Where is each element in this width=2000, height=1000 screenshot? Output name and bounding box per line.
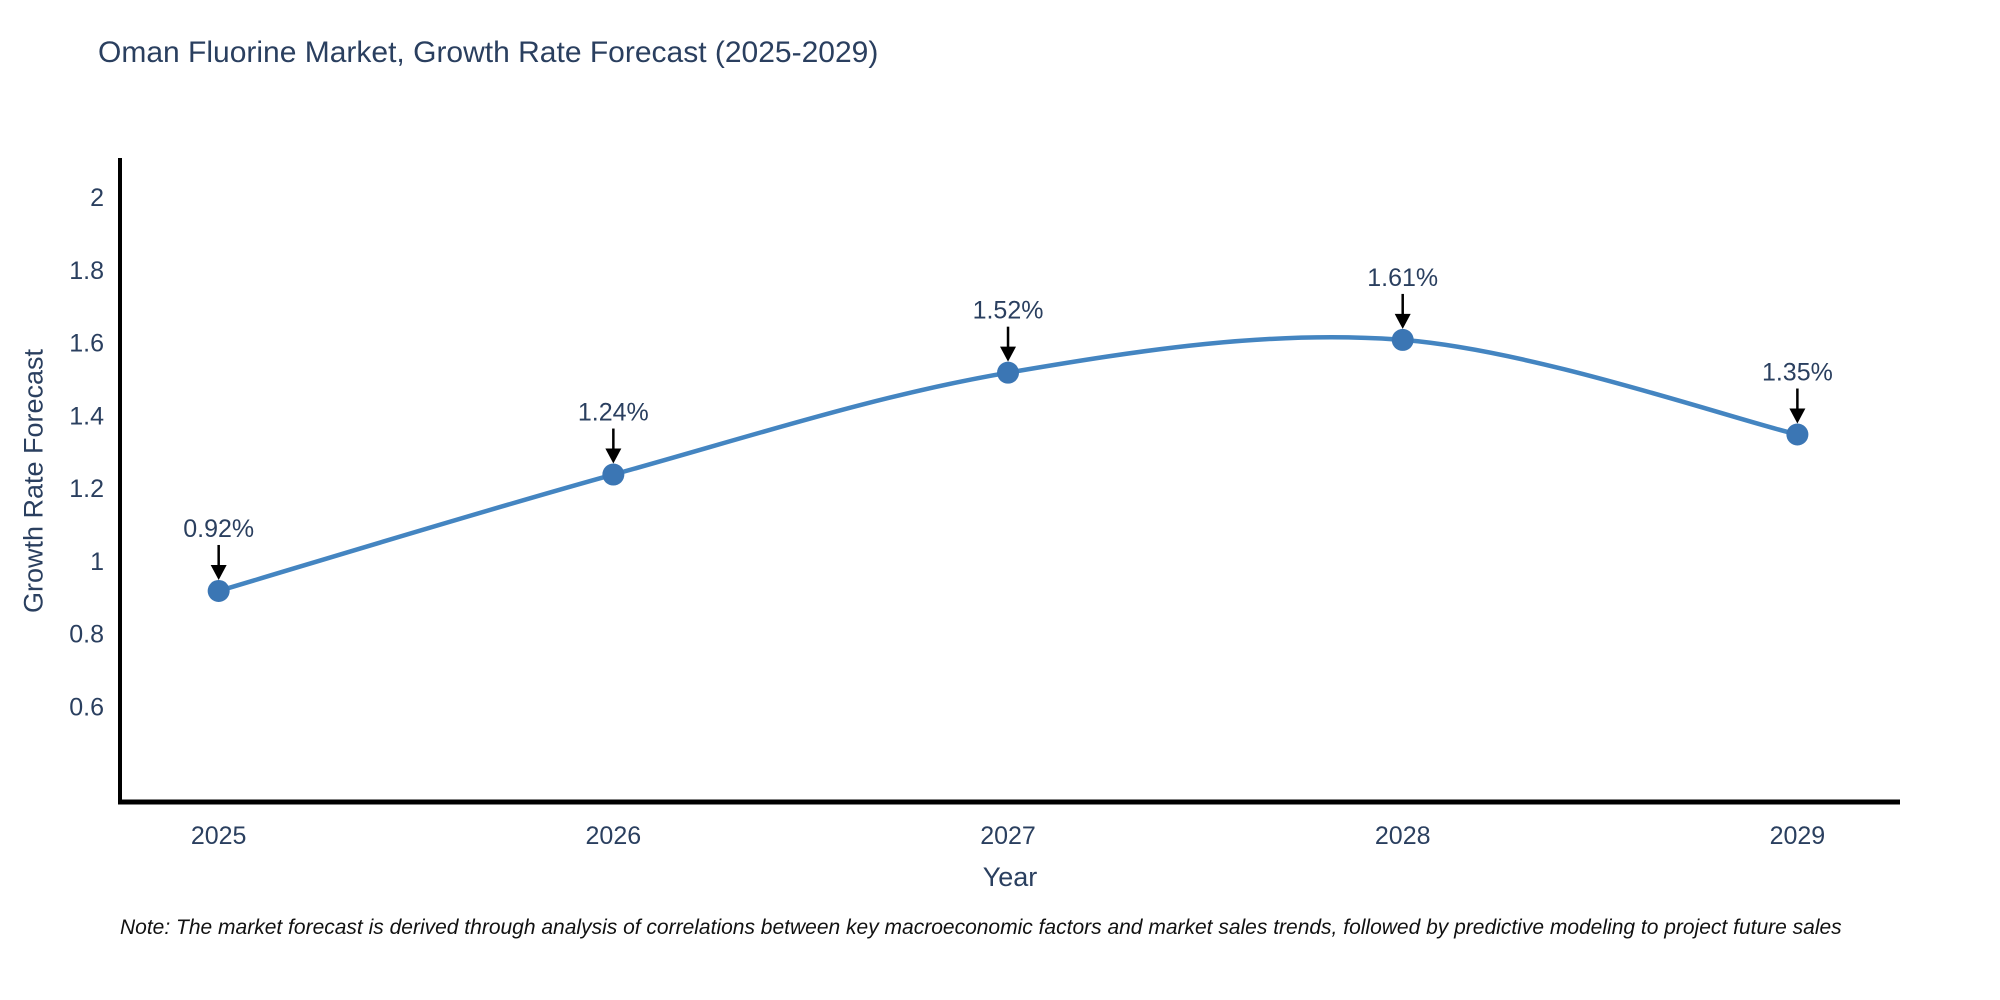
y-tick-label: 1 [90,548,104,576]
x-tick-label: 2028 [1375,822,1431,850]
point-value-label: 1.35% [1762,359,1833,387]
footnote-text: Note: The market forecast is derived thr… [120,916,1842,939]
annotation-arrowhead-icon [210,564,227,580]
annotation-arrowhead-icon [1789,408,1806,424]
y-axis-title: Growth Rate Forecast [18,348,49,614]
data-point-2029[interactable] [1786,423,1809,446]
x-tick-label: 2027 [980,822,1036,850]
data-point-2025[interactable] [207,579,230,602]
x-axis-title: Year [982,862,1038,892]
annotation-arrowhead-icon [1000,346,1017,362]
point-value-label: 0.92% [183,515,254,543]
point-value-label: 1.52% [973,297,1044,325]
point-value-label: 1.24% [578,399,649,427]
y-tick-label: 0.6 [69,693,104,721]
annotation-arrowhead-icon [605,448,622,464]
y-tick-label: 1.4 [69,402,104,430]
x-tick-label: 2025 [191,822,247,850]
data-point-2026[interactable] [602,463,625,486]
y-tick-label: 2 [90,184,104,212]
x-tick-label: 2029 [1770,822,1826,850]
chart-title: Oman Fluorine Market, Growth Rate Foreca… [98,36,879,69]
data-point-2028[interactable] [1391,328,1414,351]
y-tick-label: 1.8 [69,257,104,285]
data-point-2027[interactable] [997,361,1020,384]
x-tick-label: 2026 [586,822,642,850]
annotation-arrowhead-icon [1394,313,1411,329]
y-tick-label: 1.2 [69,475,104,503]
point-value-label: 1.61% [1367,264,1438,292]
y-tick-label: 0.8 [69,621,104,649]
y-tick-label: 1.6 [69,330,104,358]
